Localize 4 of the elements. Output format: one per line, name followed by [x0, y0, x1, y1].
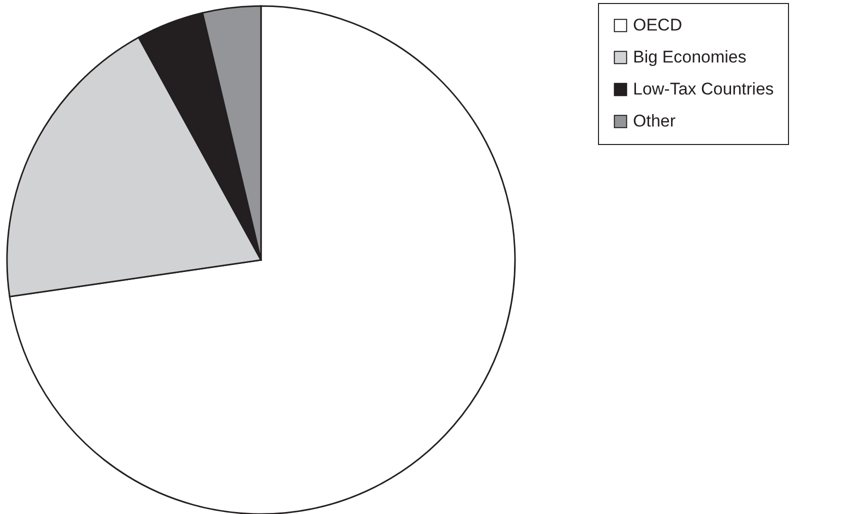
- legend-label: Low-Tax Countries: [633, 80, 774, 98]
- legend-label: OECD: [633, 16, 682, 34]
- legend-label: Other: [633, 112, 676, 130]
- legend-label: Big Economies: [633, 48, 746, 66]
